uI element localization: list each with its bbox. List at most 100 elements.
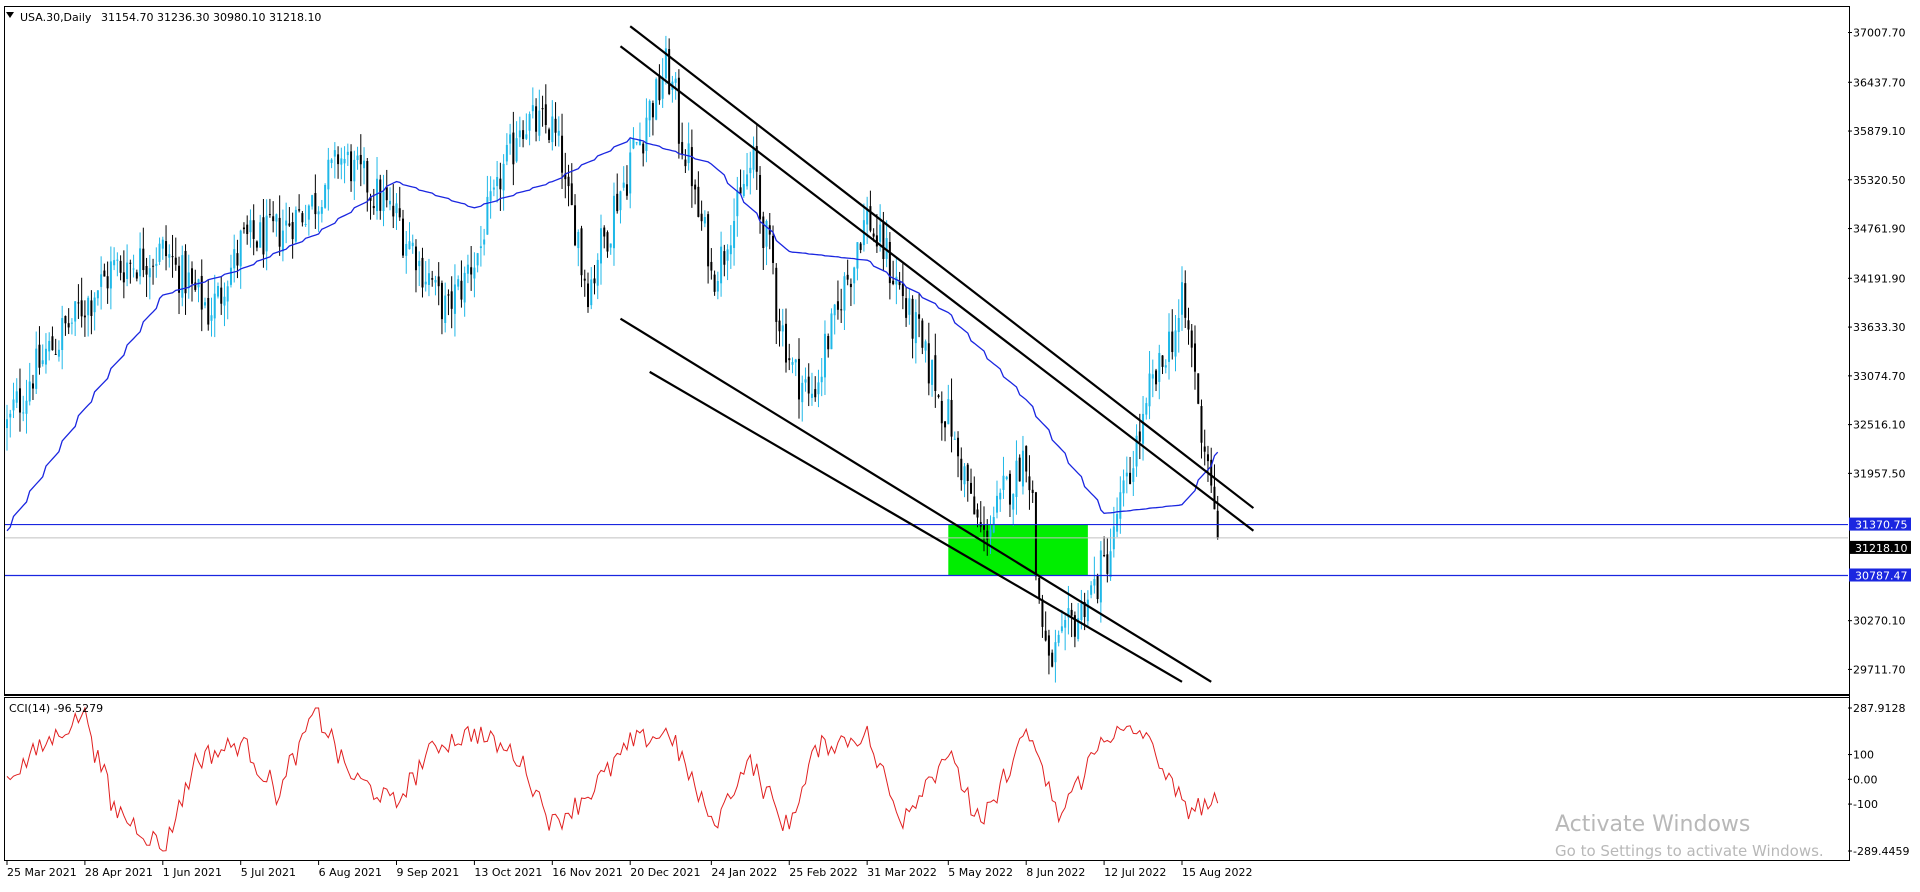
candle-body — [346, 151, 349, 156]
candle-body — [785, 323, 788, 363]
candle-body — [499, 178, 502, 190]
lower-channel-bottom-trendline[interactable] — [649, 370, 1183, 683]
candle-body — [278, 217, 281, 247]
candle-body — [142, 248, 145, 271]
cci-axis-label: -100 — [1853, 798, 1878, 811]
candle-body — [80, 300, 83, 317]
candle-body — [54, 353, 57, 355]
candle-body — [239, 230, 242, 267]
candle-body — [343, 158, 346, 164]
candle-body — [1002, 475, 1005, 490]
candle-body — [999, 492, 1002, 500]
moving-average-line[interactable] — [6, 137, 1219, 532]
upper-channel-bottom-trendline[interactable] — [619, 45, 1255, 532]
support-zone-rectangle[interactable] — [948, 524, 1088, 576]
candle-body — [1090, 585, 1093, 595]
price-axis-label: 33074.70 — [1853, 370, 1906, 383]
candle-body — [778, 320, 781, 332]
lower-channel-top-trendline[interactable] — [619, 317, 1212, 683]
candle-body — [963, 466, 966, 485]
candle-body — [1047, 635, 1050, 656]
candle-body — [405, 243, 408, 256]
candle-body — [466, 264, 469, 274]
candle-body — [879, 224, 882, 242]
candle-body — [1151, 374, 1154, 379]
candle-body — [379, 179, 382, 211]
candle-body — [1109, 551, 1112, 578]
candle-body — [674, 78, 677, 83]
candle-body — [1168, 331, 1171, 362]
candle-body — [570, 183, 573, 206]
candle-body — [9, 413, 12, 418]
candle-body — [823, 333, 826, 378]
date-axis-label: 1 Jun 2021 — [163, 866, 222, 879]
candle-body — [612, 195, 615, 249]
candle-body — [414, 246, 417, 271]
candle-body — [74, 301, 77, 322]
candle-body — [135, 272, 138, 279]
candle-body — [1184, 283, 1187, 318]
candle-body — [330, 159, 333, 164]
date-axis-label: 5 Jul 2021 — [241, 866, 296, 879]
candle-body — [726, 249, 729, 261]
candle-body — [843, 276, 846, 311]
candle-body — [1044, 630, 1047, 641]
candle-body — [314, 193, 317, 215]
candle-body — [57, 349, 60, 357]
candle-body — [155, 263, 158, 266]
candle-body — [642, 143, 645, 154]
candle-body — [966, 464, 969, 482]
candle-body — [898, 281, 901, 286]
candle-body — [817, 382, 820, 395]
candle-body — [522, 130, 525, 140]
candle-body — [908, 298, 911, 315]
candle-body — [1054, 642, 1057, 663]
candle-body — [158, 243, 161, 262]
upper-channel-top-trendline[interactable] — [629, 25, 1255, 509]
candle-body — [233, 249, 236, 269]
candle-body — [1031, 489, 1034, 493]
candle-body — [265, 215, 268, 252]
horizontal-levels-layer — [5, 523, 1848, 577]
date-axis-label: 5 May 2022 — [948, 866, 1013, 879]
date-axis-label: 12 Jul 2022 — [1104, 866, 1166, 879]
candle-body — [22, 412, 25, 414]
date-axis-label: 9 Sep 2021 — [397, 866, 460, 879]
candle-body — [1190, 330, 1193, 348]
candle-body — [148, 268, 151, 278]
candle-body — [973, 496, 976, 515]
candle-body — [1067, 608, 1070, 618]
candle-body — [976, 509, 979, 518]
candle-body — [901, 283, 904, 297]
candle-body — [931, 360, 934, 385]
candle-body — [246, 224, 249, 235]
candle-body — [697, 186, 700, 217]
price-axis-label: 35879.10 — [1853, 125, 1906, 138]
cci-axis-label: 0.00 — [1853, 773, 1878, 786]
candle-body — [515, 138, 518, 162]
candle-body — [12, 399, 15, 411]
candle-body — [716, 280, 719, 292]
upper-level-price-tag-label: 31370.75 — [1855, 519, 1908, 532]
date-axis-label: 16 Nov 2021 — [552, 866, 622, 879]
candle-body — [70, 322, 73, 324]
candle-body — [733, 220, 736, 248]
candle-body — [165, 241, 168, 257]
candle-body — [749, 167, 752, 174]
candle-body — [791, 362, 794, 365]
candle-body — [18, 388, 21, 413]
cci-line[interactable] — [6, 706, 1219, 852]
candle-body — [723, 251, 726, 265]
candle-body — [1060, 626, 1063, 632]
candle-body — [67, 323, 70, 328]
candle-body — [1005, 476, 1008, 480]
price-axis-label: 35320.50 — [1853, 174, 1906, 187]
candle-body — [1070, 609, 1073, 616]
candle-body — [755, 146, 758, 172]
candle-body — [846, 274, 849, 280]
candle-body — [460, 280, 463, 300]
candle-body — [856, 242, 859, 269]
price-axis-label: 34191.90 — [1853, 272, 1906, 285]
chart-menu-triangle-icon[interactable] — [6, 12, 14, 18]
